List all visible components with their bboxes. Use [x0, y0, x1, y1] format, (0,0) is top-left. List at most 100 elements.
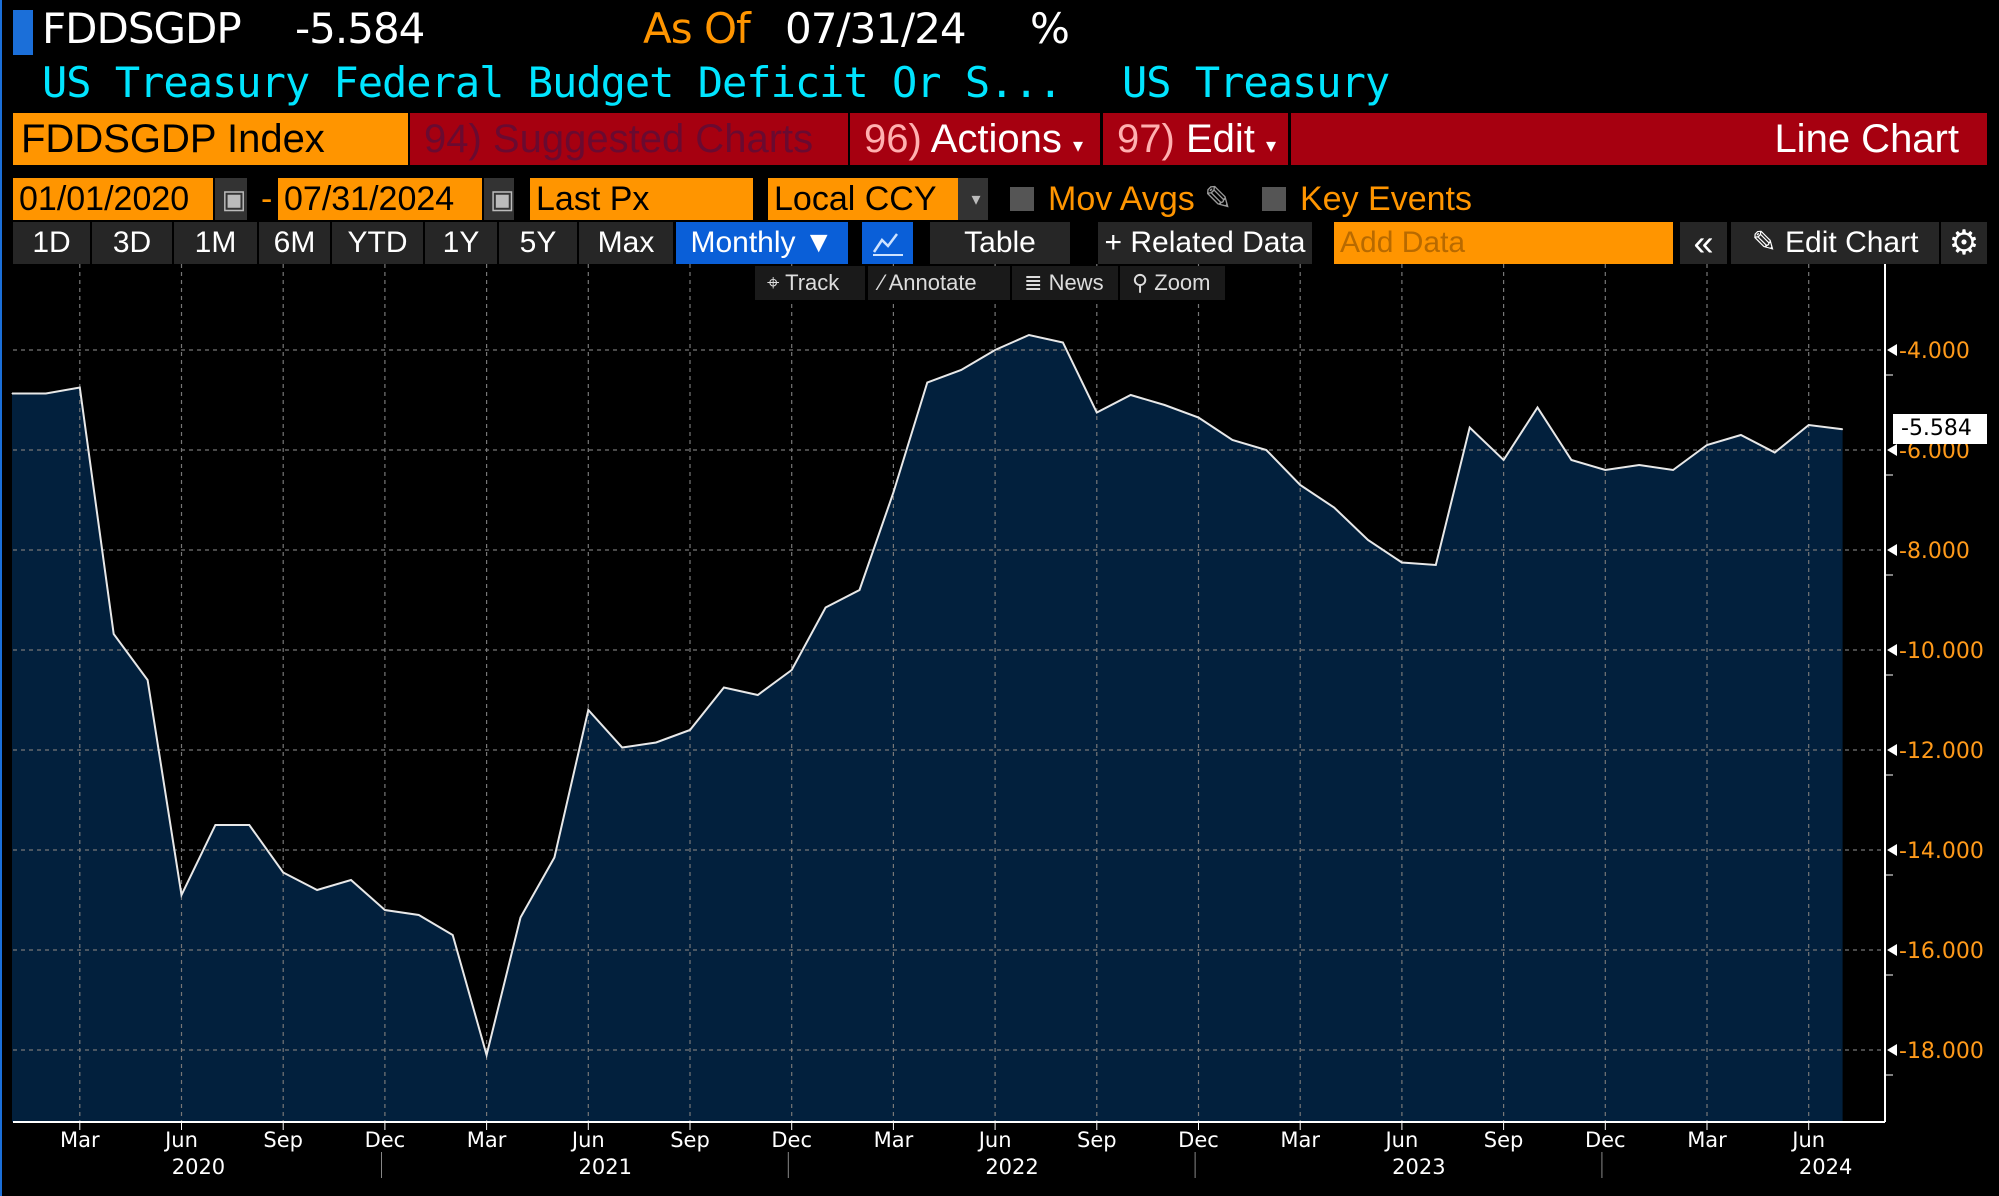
range-1m[interactable]: 1M — [174, 222, 257, 264]
mov-avgs-checkbox[interactable] — [1010, 187, 1034, 211]
data-point — [825, 607, 827, 608]
x-tick-label: Jun — [163, 1128, 198, 1152]
data-point — [994, 349, 996, 351]
data-point — [520, 917, 521, 918]
data-point — [1231, 439, 1233, 441]
magnifier-icon: ⚲ — [1132, 270, 1149, 295]
news-icon: ≣ — [1024, 270, 1043, 295]
series-line — [12, 333, 1843, 1059]
y-tick-label: -16.000 — [1899, 939, 1984, 964]
range-5y[interactable]: 5Y — [499, 222, 577, 264]
data-point — [926, 382, 928, 383]
range-1y[interactable]: 1Y — [425, 222, 497, 264]
key-events-label[interactable]: Key Events — [1300, 180, 1472, 218]
x-tick-label: Jun — [977, 1128, 1012, 1152]
security-field[interactable]: FDDSGDP Index — [13, 113, 408, 165]
x-tick-label: Dec — [1178, 1128, 1219, 1152]
year-label: 2020 — [172, 1155, 225, 1179]
source: US Treasury — [1122, 58, 1390, 107]
data-point — [1265, 449, 1267, 451]
start-date-field[interactable]: 01/01/2020 — [13, 178, 213, 220]
y-tick — [1887, 344, 1897, 356]
data-point — [1130, 394, 1132, 396]
data-point — [113, 633, 115, 635]
y-tick — [1887, 544, 1897, 556]
edit-menu[interactable]: 97) Edit ▾ — [1103, 113, 1288, 165]
collapse-button[interactable]: « — [1680, 222, 1727, 264]
edit-chart-button[interactable]: ✎ Edit Chart — [1731, 222, 1939, 264]
annotate-button[interactable]: ⁄ Annotate — [868, 266, 1010, 300]
news-label: News — [1048, 270, 1104, 295]
add-data-input[interactable]: Add Data — [1334, 222, 1673, 264]
data-point — [1164, 404, 1166, 406]
data-point — [79, 387, 81, 388]
actions-menu[interactable]: 96) Actions ▾ — [850, 113, 1100, 165]
x-tick-label: Sep — [1077, 1128, 1117, 1152]
data-point — [1401, 562, 1403, 563]
frequency-select[interactable]: Monthly ▼ — [676, 222, 848, 264]
y-tick — [1887, 444, 1897, 456]
caret-down-icon: ▾ — [1073, 135, 1084, 157]
x-tick-label: Mar — [874, 1128, 914, 1152]
track-button[interactable]: ⌖ Track — [755, 266, 865, 300]
annotate-label: Annotate — [888, 270, 977, 295]
gear-icon[interactable]: ⚙ — [1941, 222, 1987, 264]
data-point — [45, 393, 47, 394]
x-tick-label: Jun — [1790, 1128, 1825, 1152]
x-tick-label: Dec — [1585, 1128, 1626, 1152]
y-tick — [1887, 644, 1897, 656]
chart-type-label: Line Chart — [1291, 113, 1987, 165]
dropdown-arrow-icon[interactable]: ▾ — [958, 178, 988, 220]
range-ytd[interactable]: YTD — [332, 222, 423, 264]
field-select[interactable]: Last Px — [530, 178, 753, 220]
y-tick-label: -10.000 — [1899, 639, 1984, 664]
unit: % — [1030, 4, 1070, 53]
y-tick — [1887, 944, 1897, 956]
y-tick-label: -12.000 — [1899, 739, 1984, 764]
currency-select[interactable]: Local CCY — [768, 178, 958, 220]
data-point — [587, 709, 589, 711]
x-tick-label: Sep — [670, 1128, 710, 1152]
range-max[interactable]: Max — [579, 222, 673, 264]
data-point — [452, 934, 454, 936]
data-point — [1604, 469, 1606, 471]
data-point — [757, 694, 759, 696]
data-point — [621, 747, 623, 748]
data-point — [384, 909, 386, 911]
suggested-charts-button[interactable]: 94) Suggested Charts — [410, 113, 848, 165]
crosshair-icon: ⌖ — [767, 270, 780, 295]
y-tick — [1887, 844, 1897, 856]
range-1d[interactable]: 1D — [13, 222, 90, 264]
news-button[interactable]: ≣ News — [1012, 266, 1118, 300]
mov-avgs-label[interactable]: Mov Avgs — [1048, 180, 1195, 218]
data-point — [689, 729, 691, 731]
range-6m[interactable]: 6M — [259, 222, 330, 264]
x-tick-label: Mar — [1280, 1128, 1320, 1152]
data-point — [859, 589, 860, 591]
data-point — [282, 872, 284, 873]
year-label: 2022 — [985, 1155, 1038, 1179]
data-point — [1503, 459, 1505, 461]
line-chart-icon[interactable] — [862, 222, 913, 264]
end-date-field[interactable]: 07/31/2024 — [278, 178, 482, 220]
data-point — [1299, 484, 1301, 486]
x-tick-label: Jun — [1383, 1128, 1418, 1152]
key-events-checkbox[interactable] — [1262, 187, 1286, 211]
range-3d[interactable]: 3D — [92, 222, 172, 264]
table-button[interactable]: Table — [930, 222, 1070, 264]
data-point — [1367, 539, 1369, 541]
data-point — [11, 393, 13, 394]
data-point — [1096, 412, 1098, 413]
data-point — [1333, 507, 1335, 508]
caret-down-icon: ▾ — [1266, 135, 1277, 157]
data-point — [723, 687, 725, 688]
ticker: FDDSGDP — [42, 4, 242, 53]
calendar-icon[interactable]: ▣ — [484, 178, 515, 220]
zoom-button[interactable]: ⚲ Zoom — [1120, 266, 1225, 300]
x-tick-label: Dec — [771, 1128, 812, 1152]
pencil-icon[interactable]: ✎ — [1204, 180, 1233, 218]
calendar-icon[interactable]: ▣ — [215, 178, 247, 220]
related-data-button[interactable]: + Related Data — [1098, 222, 1312, 264]
data-point — [316, 889, 318, 891]
edit-number: 97) — [1117, 117, 1175, 161]
